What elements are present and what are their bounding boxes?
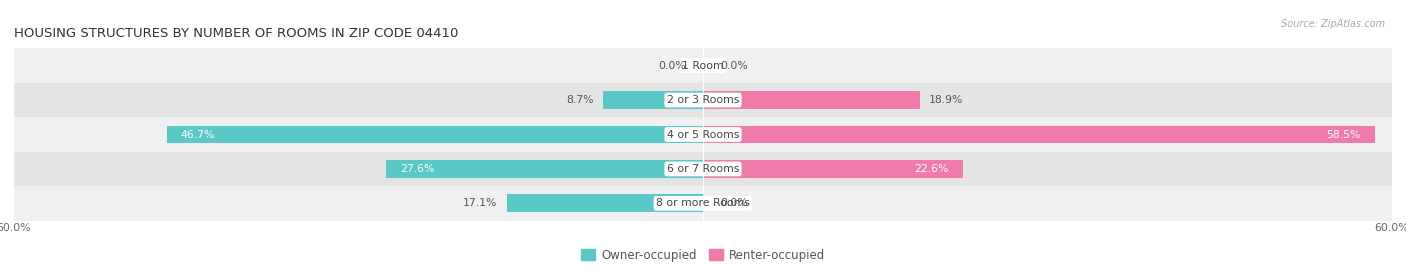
Bar: [603, 91, 703, 109]
Bar: [14, 48, 1392, 83]
Legend: Owner-occupied, Renter-occupied: Owner-occupied, Renter-occupied: [576, 244, 830, 266]
Text: 8 or more Rooms: 8 or more Rooms: [657, 198, 749, 208]
Text: 22.6%: 22.6%: [914, 164, 949, 174]
Bar: [703, 91, 920, 109]
Text: 8.7%: 8.7%: [567, 95, 593, 105]
Text: 17.1%: 17.1%: [463, 198, 498, 208]
Bar: [14, 186, 1392, 221]
Text: 4 or 5 Rooms: 4 or 5 Rooms: [666, 129, 740, 140]
Text: 6 or 7 Rooms: 6 or 7 Rooms: [666, 164, 740, 174]
Text: 0.0%: 0.0%: [720, 61, 748, 71]
Bar: [387, 160, 703, 178]
Text: 2 or 3 Rooms: 2 or 3 Rooms: [666, 95, 740, 105]
Text: 46.7%: 46.7%: [180, 129, 215, 140]
Text: 27.6%: 27.6%: [399, 164, 434, 174]
Bar: [703, 126, 1375, 143]
Text: Source: ZipAtlas.com: Source: ZipAtlas.com: [1281, 19, 1385, 29]
Text: 1 Room: 1 Room: [682, 61, 724, 71]
Bar: [703, 160, 963, 178]
Text: HOUSING STRUCTURES BY NUMBER OF ROOMS IN ZIP CODE 04410: HOUSING STRUCTURES BY NUMBER OF ROOMS IN…: [14, 27, 458, 40]
Bar: [506, 194, 703, 212]
Bar: [14, 83, 1392, 117]
Bar: [14, 117, 1392, 152]
Bar: [14, 152, 1392, 186]
Text: 58.5%: 58.5%: [1327, 129, 1361, 140]
Bar: [167, 126, 703, 143]
Text: 0.0%: 0.0%: [720, 198, 748, 208]
Text: 18.9%: 18.9%: [929, 95, 963, 105]
Text: 0.0%: 0.0%: [658, 61, 686, 71]
